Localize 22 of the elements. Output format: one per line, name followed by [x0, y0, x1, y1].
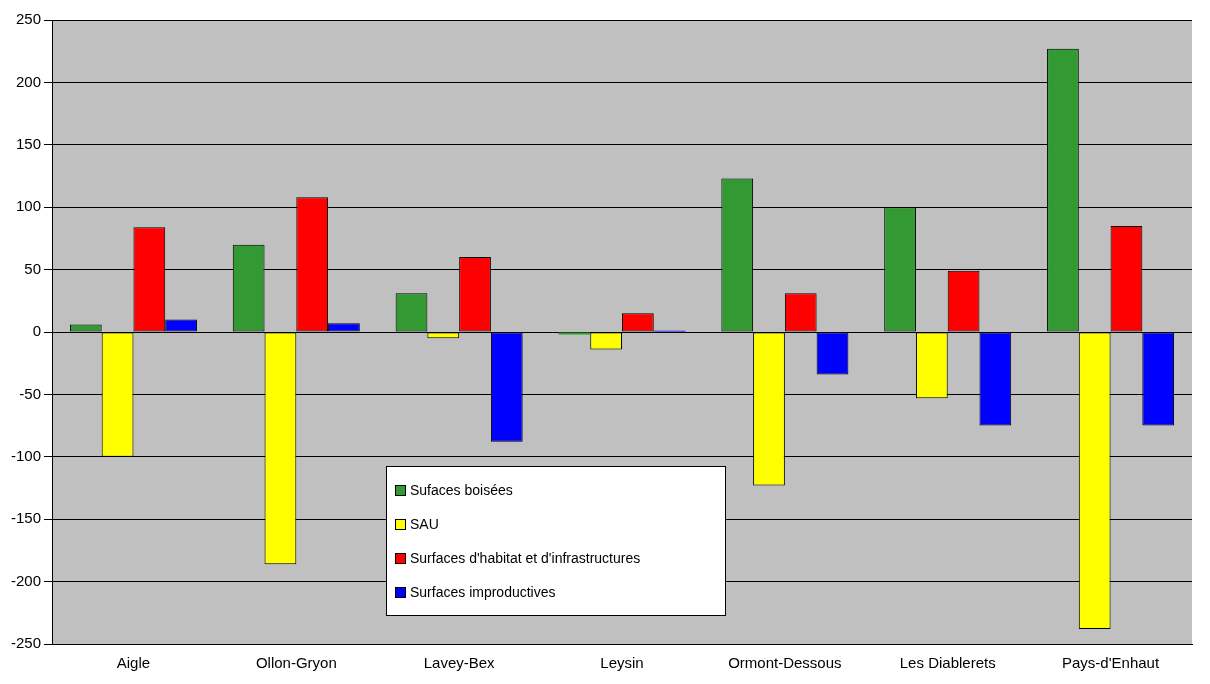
y-tick-label: -100 [10, 446, 42, 464]
y-tick-label: -200 [10, 571, 42, 589]
y-tick-label: -50 [19, 384, 42, 402]
x-tick-label: Les Diablerets [899, 654, 996, 672]
x-tick-label: Ormont-Dessous [728, 654, 842, 672]
legend-label: Sufaces boisées [410, 482, 513, 498]
x-tick-label: Lavey-Bex [423, 654, 496, 672]
y-tick-label: -150 [10, 509, 42, 527]
legend-label: Surfaces d'habitat et d'infrastructures [410, 550, 641, 566]
y-tick-label: -250 [10, 634, 42, 652]
x-tick-label: Leysin [600, 654, 644, 672]
y-tick-label: 100 [15, 197, 42, 215]
y-tick-label: 50 [24, 259, 42, 277]
x-tick-label: Pays-d'Enhaut [1062, 654, 1160, 672]
legend-label: Surfaces improductives [410, 584, 556, 600]
y-tick-label: 150 [15, 134, 42, 152]
x-tick-label: Aigle [116, 654, 151, 672]
x-tick-label: Ollon-Gryon [255, 654, 337, 672]
y-tick-label: 0 [32, 322, 42, 340]
y-tick-label: 250 [15, 10, 42, 28]
legend-label: SAU [410, 516, 439, 532]
y-tick-label: 200 [15, 72, 42, 90]
